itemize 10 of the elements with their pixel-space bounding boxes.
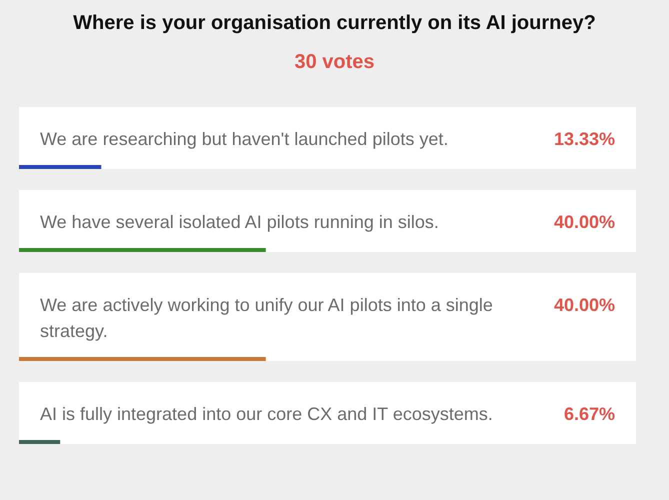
y-tick-label: We have several isolated AI pilots running in silos. xyxy=(40,212,439,232)
y-tick-label: We are actively working to unify our AI pilots into a single strategy. xyxy=(40,295,493,341)
chart-title: Where is your organisation currently on its AI journey? xyxy=(73,12,596,34)
y-tick-label: AI is fully integrated into our core CX and IT ecosystems. xyxy=(40,404,493,424)
data-label: 40.00% xyxy=(554,212,615,232)
y-tick-label: We are researching but haven't launched pilots yet. xyxy=(40,129,448,149)
data-label: 40.00% xyxy=(554,295,615,315)
chart-subtitle: 30 votes xyxy=(294,51,375,73)
data-label: 13.33% xyxy=(554,129,615,149)
data-label: 6.67% xyxy=(564,404,615,424)
